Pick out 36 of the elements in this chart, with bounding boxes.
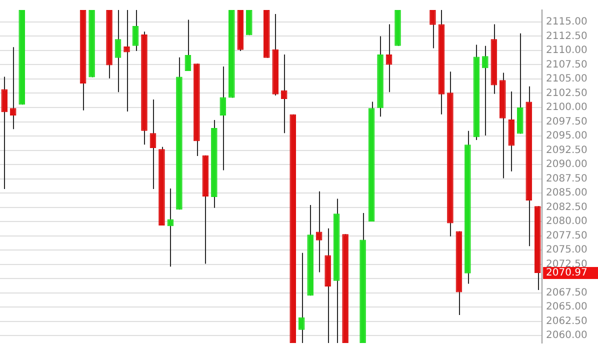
y-tick-label: 2100.00 (546, 102, 588, 114)
y-tick-label: 2080.00 (546, 216, 588, 228)
y-tick-label: 2087.50 (546, 173, 588, 184)
candlestick (220, 66, 226, 171)
y-tick-label: 2107.50 (546, 59, 588, 70)
candlestick (132, 10, 139, 52)
y-tick-label: 2067.50 (546, 287, 588, 298)
y-tick-label: 2095.00 (546, 130, 588, 142)
y-tick-label: 2075.00 (546, 244, 588, 256)
candlestick (430, 10, 436, 49)
y-tick-label: 2090.00 (546, 159, 588, 170)
y-tick-label: 2092.50 (546, 144, 588, 156)
candlestick (184, 19, 192, 72)
y-tick-label: 2112.50 (546, 30, 588, 42)
y-tick-label: 2110.00 (546, 45, 588, 56)
candlestick (386, 24, 392, 93)
y-tick-label: 2105.00 (546, 74, 588, 85)
y-tick-label: 2085.00 (546, 188, 588, 199)
y-tick-label: 2102.50 (546, 88, 588, 99)
y-tick-label: 2062.50 (546, 316, 588, 327)
candlestick (482, 45, 488, 136)
y-tick-label: 2082.50 (546, 202, 588, 213)
candlestick (114, 10, 122, 93)
text: 2070.97 (546, 268, 588, 279)
candlestick (316, 190, 322, 273)
candlestick (150, 99, 156, 190)
candlestick (280, 54, 288, 134)
y-tick-label: 2060.00 (546, 330, 588, 342)
y-tick-label: 2115.00 (546, 16, 588, 28)
candlestick (1, 76, 8, 190)
y-tick-label: 2097.50 (546, 116, 588, 128)
candlestick (124, 10, 130, 112)
candlestick (298, 252, 305, 344)
candlestick (10, 46, 16, 130)
y-tick-label: 2077.50 (546, 230, 588, 242)
y-tick-label: 2065.00 (546, 302, 588, 313)
